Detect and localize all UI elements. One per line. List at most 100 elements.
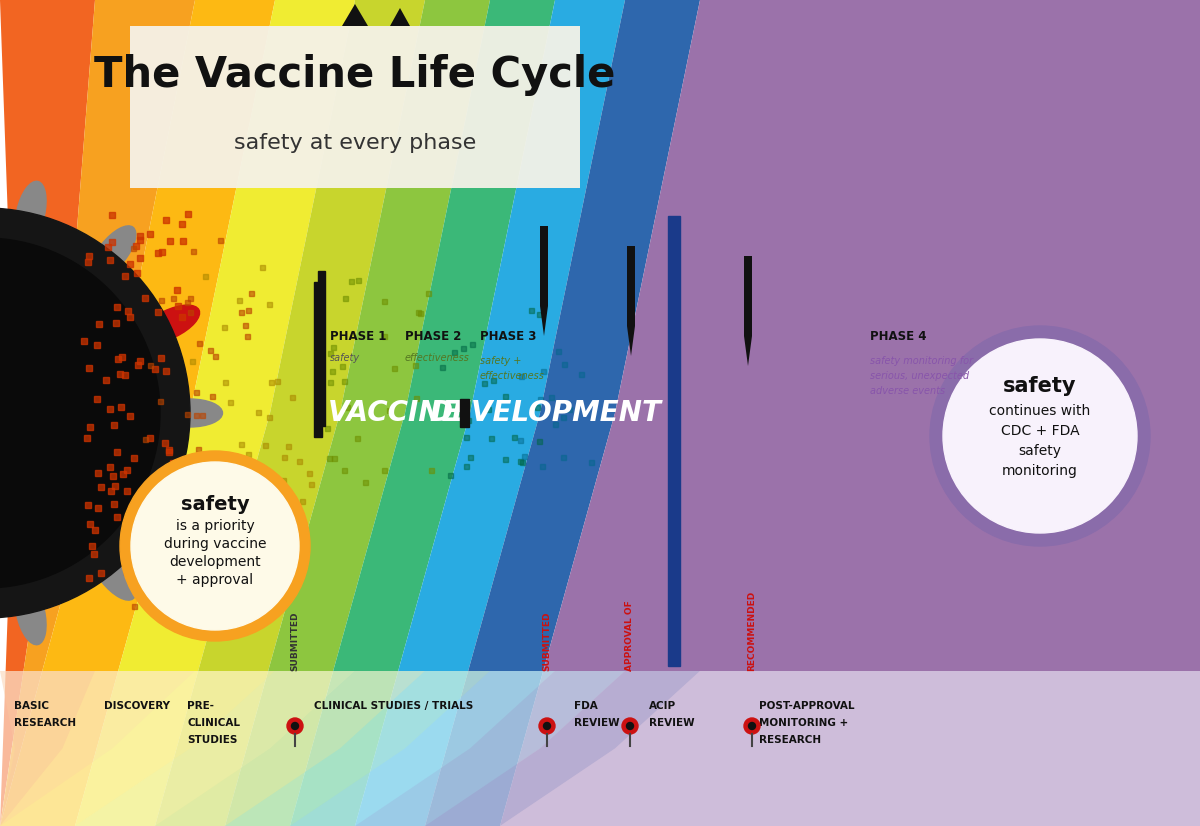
Bar [414,396,419,401]
Bar [125,468,131,473]
Bar [222,325,227,330]
Bar [204,458,210,463]
Bar [148,435,154,441]
Bar [260,265,265,270]
Ellipse shape [90,547,136,601]
Text: safety monitoring for: safety monitoring for [870,356,973,366]
Text: RECOMMENDED: RECOMMENDED [748,591,756,671]
Bar [415,310,421,315]
Circle shape [0,238,160,588]
Circle shape [622,718,638,734]
Text: CLINICAL STUDIES / TRIALS: CLINICAL STUDIES / TRIALS [314,701,473,711]
Bar [486,407,491,412]
Bar [222,568,227,573]
Bar [580,372,584,377]
Bar [528,307,534,312]
Text: DISCOVERY: DISCOVERY [104,701,170,711]
Bar [115,356,121,363]
Bar [668,216,680,666]
Bar [317,339,322,344]
Bar [156,570,162,576]
Bar [85,259,91,265]
Bar [85,502,91,508]
Bar [198,620,203,625]
Bar [392,366,397,371]
Text: safety: safety [330,353,360,363]
Polygon shape [355,671,625,826]
Bar [97,570,103,576]
Bar [318,271,325,426]
Bar [296,510,302,515]
Bar [511,435,517,440]
Bar [143,437,148,442]
Bar [314,282,322,436]
Bar [328,351,332,356]
Bar [282,477,287,483]
Bar [440,365,445,370]
Bar [162,440,168,446]
Bar [131,455,137,461]
Bar [88,520,94,527]
Bar [174,287,180,293]
Polygon shape [0,0,275,826]
Text: REVIEW: REVIEW [574,718,619,728]
Polygon shape [0,0,95,826]
Bar [460,399,469,427]
Bar [160,249,166,255]
Bar [160,298,164,303]
Bar [198,615,203,620]
Text: PHASE 1: PHASE 1 [330,330,386,343]
Bar [109,212,115,218]
Polygon shape [744,256,752,366]
Bar [125,488,131,494]
Bar [186,470,191,475]
Text: VACCINE: VACCINE [328,399,462,427]
Text: FDA: FDA [574,701,598,711]
Bar [125,307,131,314]
Bar [194,413,199,418]
Bar [127,572,133,578]
Bar [539,396,544,401]
Bar [194,486,200,491]
Bar [307,471,312,476]
Bar [223,381,228,386]
Bar [185,300,190,305]
Bar [548,396,553,401]
Bar [86,365,92,371]
Bar [212,484,217,489]
Bar [348,279,354,284]
Bar [331,456,336,461]
Bar [148,493,154,499]
Circle shape [744,718,760,734]
Polygon shape [500,671,1200,826]
Bar [448,472,454,478]
Bar [482,381,487,386]
Bar [91,527,97,534]
Bar [86,424,92,430]
Text: safety: safety [1003,376,1076,396]
Text: is a priority: is a priority [175,519,254,533]
Text: STUDIES: STUDIES [187,735,238,745]
Polygon shape [290,0,554,826]
Polygon shape [74,0,355,826]
Text: safety +: safety + [480,356,521,366]
Bar [388,407,392,412]
Bar [200,561,205,566]
FancyBboxPatch shape [130,26,580,188]
Bar [271,474,276,479]
Bar [167,447,173,453]
Bar [126,412,132,419]
Bar [464,434,469,439]
Bar [216,551,221,556]
Bar [239,442,244,447]
Bar [180,239,186,244]
Bar [329,381,334,386]
Polygon shape [355,0,625,826]
Bar [124,569,130,575]
Bar [122,273,128,279]
Text: development: development [169,555,260,569]
Bar [194,390,199,395]
Bar [114,449,120,455]
Text: monitoring: monitoring [1002,464,1078,478]
Bar [199,503,205,508]
